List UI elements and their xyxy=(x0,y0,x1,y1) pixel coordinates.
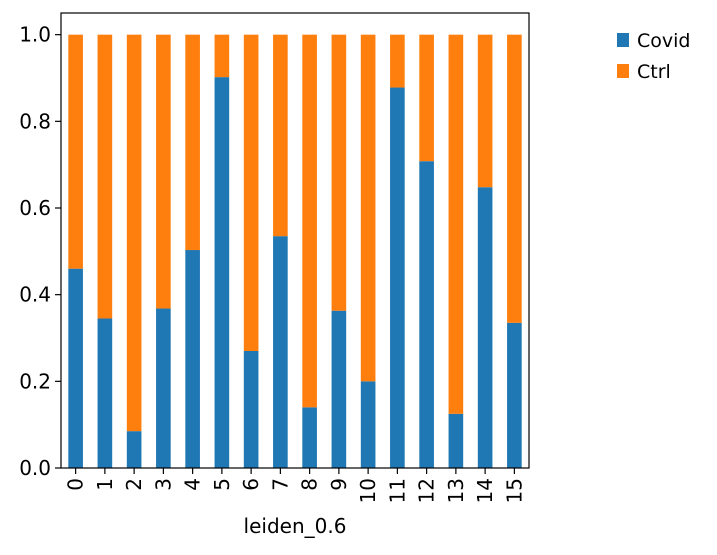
bar-covid-5 xyxy=(214,77,230,468)
bar-ctrl-7 xyxy=(273,34,288,237)
y-tick-label: 0.6 xyxy=(19,196,51,220)
y-tick-label: 1.0 xyxy=(19,23,51,47)
bar-ctrl-13 xyxy=(448,34,464,414)
x-axis: 0 1 2 3 4 5 6 7 8 9 10 11 12 13 14 15 xyxy=(64,468,526,503)
bar-ctrl-14 xyxy=(477,34,493,188)
x-tick-label: 15 xyxy=(502,478,526,503)
bar-covid-0 xyxy=(68,268,83,468)
bar-covid-9 xyxy=(331,310,347,468)
legend-swatch-covid xyxy=(617,33,629,47)
bar-ctrl-9 xyxy=(331,34,347,311)
x-tick-label: 1 xyxy=(93,478,117,491)
bar-ctrl-8 xyxy=(302,34,317,408)
legend-label-ctrl: Ctrl xyxy=(637,61,671,83)
bar-covid-2 xyxy=(126,431,142,468)
bar-ctrl-15 xyxy=(507,34,522,323)
bar-covid-10 xyxy=(360,381,376,468)
legend: Covid Ctrl xyxy=(617,30,690,83)
x-tick-label: 13 xyxy=(444,478,468,503)
bars xyxy=(68,34,522,469)
x-tick-label: 7 xyxy=(268,478,292,491)
x-tick-label: 0 xyxy=(64,478,88,491)
bar-ctrl-4 xyxy=(185,34,200,251)
bar-covid-13 xyxy=(448,413,464,468)
x-tick-label: 12 xyxy=(415,478,439,503)
bar-covid-15 xyxy=(507,322,522,468)
x-tick-label: 4 xyxy=(181,478,205,491)
bar-ctrl-1 xyxy=(97,34,113,319)
legend-swatch-ctrl xyxy=(617,64,629,78)
bar-covid-1 xyxy=(97,318,113,468)
bar-ctrl-5 xyxy=(214,34,230,78)
bar-covid-3 xyxy=(156,308,171,468)
y-tick-label: 0.2 xyxy=(19,369,51,393)
y-tick-label: 0.8 xyxy=(19,109,51,133)
x-tick-label: 14 xyxy=(473,478,497,503)
y-axis: 0.0 0.2 0.4 0.6 0.8 1.0 xyxy=(19,23,61,480)
bar-ctrl-6 xyxy=(243,34,259,352)
x-tick-label: 2 xyxy=(122,478,146,491)
bar-ctrl-11 xyxy=(390,34,405,88)
bar-ctrl-12 xyxy=(419,34,434,162)
y-tick-label: 0.4 xyxy=(19,283,51,307)
bar-covid-8 xyxy=(302,407,317,468)
x-axis-title: leiden_0.6 xyxy=(244,514,347,538)
bar-covid-4 xyxy=(185,250,200,468)
bar-ctrl-3 xyxy=(156,34,171,309)
y-tick-label: 0.0 xyxy=(19,456,51,480)
x-tick-label: 11 xyxy=(385,478,409,503)
plot-frame xyxy=(60,12,530,469)
bar-covid-7 xyxy=(273,236,288,468)
x-tick-label: 5 xyxy=(210,478,234,491)
bar-ctrl-2 xyxy=(126,34,142,432)
bar-covid-12 xyxy=(419,161,434,468)
legend-label-covid: Covid xyxy=(637,30,690,52)
x-tick-label: 9 xyxy=(327,478,351,491)
x-tick-label: 6 xyxy=(239,478,263,491)
bar-covid-11 xyxy=(390,87,405,469)
bar-covid-6 xyxy=(243,351,259,468)
bar-ctrl-0 xyxy=(68,34,83,269)
x-tick-label: 3 xyxy=(151,478,175,491)
x-tick-label: 10 xyxy=(356,478,380,503)
bar-covid-14 xyxy=(477,187,493,468)
bar-ctrl-10 xyxy=(360,34,376,382)
x-tick-label: 8 xyxy=(298,478,322,491)
